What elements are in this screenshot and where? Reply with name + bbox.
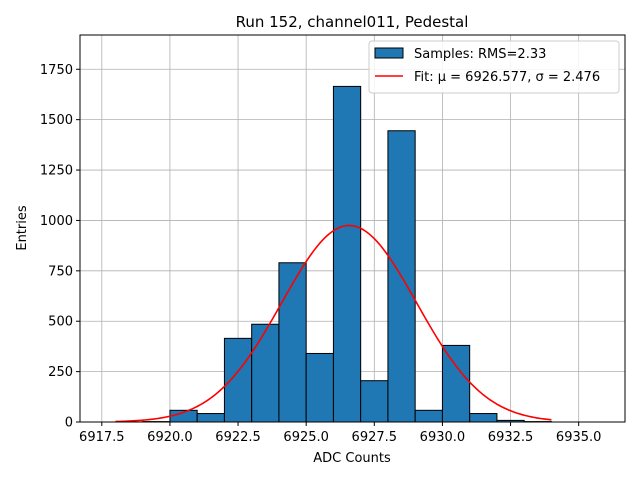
- y-tick-label-1: 250: [48, 365, 73, 380]
- legend-samples-label: Samples: RMS=2.33: [414, 47, 546, 62]
- histogram-bar-5: [223, 337, 253, 423]
- x-tick-label-5: 6930.0: [420, 430, 466, 445]
- legend-frame: [368, 40, 620, 94]
- fit-curve: [115, 224, 552, 423]
- x-tick-label-0: 6917.5: [79, 430, 125, 445]
- y-tick-label-6: 1500: [40, 113, 73, 128]
- histogram-bar-14: [469, 413, 498, 423]
- x-tick-label-6: 6932.5: [488, 430, 534, 445]
- y-tick-label-4: 1000: [40, 214, 73, 229]
- histogram-bar-9: [332, 85, 362, 423]
- histogram-bar-8: [305, 352, 334, 423]
- y-axis-ticks: 0 250 500 750 1000 1250 1500 1750: [40, 63, 80, 431]
- x-tick-label-7: 6935.0: [556, 430, 602, 445]
- histogram-bar-4: [196, 413, 225, 423]
- legend: Samples: RMS=2.33 Fit: μ = 6926.577, σ =…: [368, 40, 620, 94]
- x-tick-label-1: 6920.0: [147, 430, 193, 445]
- plot-frame: [79, 34, 626, 423]
- y-tick-label-7: 1750: [40, 63, 73, 78]
- histogram-bar-7: [278, 262, 307, 423]
- legend-fit-label: Fit: μ = 6926.577, σ = 2.476: [414, 70, 600, 85]
- y-tick-label-3: 750: [48, 264, 73, 279]
- x-axis-ticks: 6917.5 6920.0 6922.5 6925.0 6927.5 6930.0 6932…: [79, 422, 601, 445]
- y-tick-label-5: 1250: [40, 164, 73, 179]
- histogram-bar-12: [414, 409, 443, 423]
- y-tick-label-2: 500: [48, 315, 73, 330]
- y-axis-label: Entries: [15, 205, 30, 251]
- histogram-bar-10: [360, 380, 389, 423]
- x-axis-label: ADC Counts: [313, 451, 391, 466]
- x-tick-label-2: 6922.5: [215, 430, 261, 445]
- chart-title: Run 152, channel011, Pedestal: [236, 13, 469, 31]
- x-tick-label-4: 6927.5: [352, 430, 398, 445]
- x-tick-label-3: 6925.0: [283, 430, 329, 445]
- histogram-bar-6: [251, 323, 280, 423]
- legend-samples-swatch: [374, 47, 404, 59]
- histogram-bars: [142, 85, 552, 423]
- fit-curve-group: [115, 224, 552, 423]
- y-tick-label-0: 0: [65, 416, 73, 431]
- histogram-bar-13: [441, 344, 471, 423]
